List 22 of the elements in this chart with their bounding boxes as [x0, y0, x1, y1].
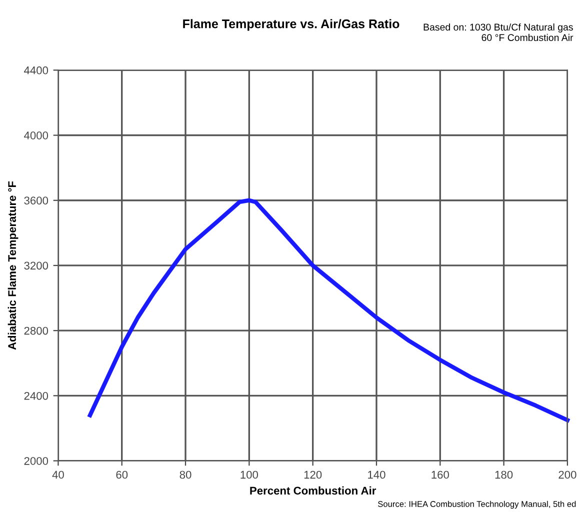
y-tick-label: 2800 — [24, 326, 48, 335]
source-note: Source: IHEA Combustion Technology Manual, 5th ed — [378, 500, 576, 509]
y-tick-label: 2400 — [24, 392, 48, 400]
x-tick-label: 180 — [495, 470, 513, 479]
x-tick-label: 60 — [116, 470, 128, 479]
x-tick-label: 80 — [180, 470, 192, 479]
y-tick-label: 3200 — [24, 262, 48, 270]
chart-subtitle: Based on: 1030 Btu/Cf Natural gas 60 °F Combustion Air — [424, 23, 574, 42]
y-tick-label: 4000 — [24, 132, 48, 140]
x-tick-label: 160 — [432, 470, 449, 479]
x-tick-label: 40 — [52, 470, 64, 479]
y-tick-label: 3600 — [24, 196, 48, 204]
x-tick-label: 100 — [240, 470, 258, 479]
x-axis-title: Percent Combustion Air — [250, 486, 376, 495]
chart-title: Flame Temperature vs. Air/Gas Ratio — [183, 19, 400, 31]
y-tick-label: 4400 — [24, 66, 48, 74]
x-tick-label: 120 — [304, 470, 322, 479]
y-tick-label: 2000 — [24, 457, 48, 465]
x-tick-label: 200 — [558, 470, 576, 479]
line-series — [88, 198, 570, 422]
x-tick-label: 140 — [368, 470, 386, 479]
y-axis-title: Adiabatic Flame Temperature °F — [8, 181, 18, 350]
